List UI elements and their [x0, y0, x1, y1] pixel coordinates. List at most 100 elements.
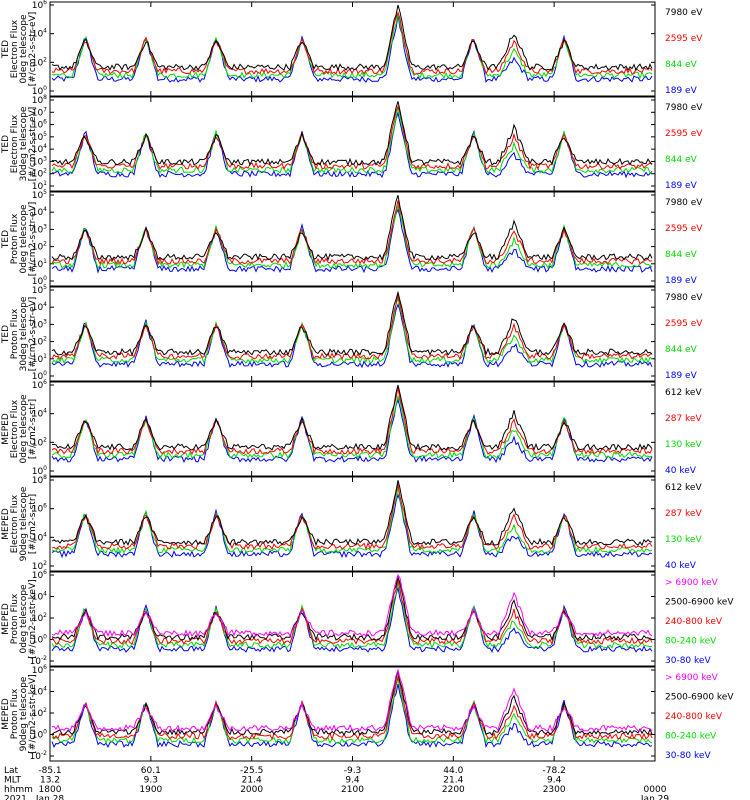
y-tick-exponent: 4	[43, 531, 47, 538]
series-trace	[51, 11, 653, 76]
y-tick-exponent: 2	[43, 168, 47, 175]
series-trace	[51, 575, 653, 642]
x-column-value: 9.3	[144, 776, 158, 786]
y-tick-exponent: -2	[41, 750, 47, 757]
y-axis-label: TEDElectron Flux30deg telescope[#/cm2-s-…	[1, 106, 38, 181]
legend-entry: 189 eV	[665, 276, 698, 286]
series-trace	[51, 683, 653, 749]
y-tick-exponent: 0	[43, 729, 47, 736]
legend-entry: 612 keV	[665, 483, 702, 493]
y-axis-label: TEDProton Flux0deg telescope[#/cm2-s-str…	[1, 202, 38, 277]
y-axis-label-line: 90deg telescope	[19, 486, 29, 561]
x-row-label: hhmm	[4, 785, 33, 795]
y-tick-exponent: 4	[43, 143, 47, 150]
y-tick-exponent: 0	[43, 634, 47, 641]
x-column-value: -78.2	[543, 766, 566, 776]
y-tick-exponent: 4	[43, 301, 47, 308]
legend-entry: > 6900 keV	[665, 578, 719, 588]
y-tick-exponent: -2	[41, 655, 47, 662]
legend-entry: 30-80 keV	[665, 751, 711, 761]
y-tick-exponent: 1	[43, 353, 47, 360]
panel-frame	[49, 286, 656, 382]
x-column-value: 1900	[139, 785, 162, 795]
y-axis-label-line: MEPED	[1, 603, 11, 635]
legend-entry: 2595 eV	[665, 224, 703, 234]
y-tick-exponent: 1	[43, 180, 47, 187]
legend-entry: 2500-6900 keV	[665, 693, 734, 703]
series-trace	[51, 4, 653, 72]
y-axis-label-line: 0deg telescope	[19, 394, 29, 464]
panel-frame	[49, 666, 656, 762]
legend-entry: 40 keV	[665, 561, 697, 571]
y-tick-exponent: 2	[43, 612, 47, 619]
legend-entry: 80-240 keV	[665, 637, 717, 647]
x-column-value: 2000	[240, 785, 263, 795]
y-axis-label-line: Electron Flux	[10, 399, 20, 458]
y-tick-exponent: 1	[43, 258, 47, 265]
series-trace	[51, 674, 653, 741]
y-axis-label-line: MEPED	[1, 698, 11, 730]
x-row-label: 2021	[4, 795, 27, 800]
legend-entry: 40 keV	[665, 466, 697, 476]
legend-entry: 2595 eV	[665, 319, 703, 329]
series-trace	[51, 493, 653, 559]
x-row-label: MLT	[4, 776, 22, 786]
y-axis-label-line: 30deg telescope	[19, 296, 29, 371]
y-axis-label-line: Electron Flux	[10, 494, 20, 553]
legend-entry: 844 eV	[665, 345, 698, 355]
y-axis-label-line: [#/cm2-s-str]	[28, 399, 38, 459]
y-axis-label-line: TED	[1, 325, 11, 344]
series-trace	[51, 668, 653, 733]
y-axis-label-line: 0deg telescope	[19, 204, 29, 274]
y-tick-exponent: 6	[43, 569, 47, 576]
y-axis-label-line: [#/cm2-s-str-eV]	[28, 107, 38, 182]
panel-frame	[49, 1, 656, 97]
y-tick-exponent: 0	[43, 85, 47, 92]
y-tick-exponent: 6	[43, 503, 47, 510]
y-tick-label: 106	[32, 503, 47, 515]
legend-entry: 2500-6900 keV	[665, 598, 734, 608]
y-tick-exponent: 5	[43, 131, 47, 138]
y-tick-exponent: 4	[43, 206, 47, 213]
x-column-value: Jan 28	[35, 795, 64, 800]
series-trace	[51, 294, 653, 361]
y-axis-label-line: [#/cm2-s-str-eV]	[28, 12, 38, 87]
legend-entry: 240-800 keV	[665, 712, 723, 722]
x-column-value: 2300	[543, 785, 566, 795]
series-trace	[51, 107, 653, 175]
x-column-value: 2200	[442, 785, 465, 795]
panel-frame	[49, 476, 656, 572]
y-tick-label: 106	[32, 379, 47, 391]
legend-entry: 80-240 keV	[665, 732, 717, 742]
y-axis-label-line: 30deg telescope	[19, 106, 29, 181]
y-axis-label-line: TED	[1, 230, 11, 249]
y-axis-label-line: 90deg telescope	[19, 676, 29, 751]
x-column-value: 60.1	[141, 766, 161, 776]
x-column-value: Jan 29	[640, 795, 669, 800]
y-tick-exponent: 8	[43, 94, 47, 101]
y-tick-exponent: 6	[43, 379, 47, 386]
legend-entry: 189 eV	[665, 86, 698, 96]
series-trace	[51, 290, 653, 357]
x-column-value: 44.0	[443, 766, 463, 776]
legend-entry: 287 keV	[665, 509, 702, 519]
y-axis-label-line: Electron Flux	[10, 114, 20, 173]
x-column-value: 2100	[341, 785, 364, 795]
y-axis-label: MEPEDProton Flux0deg telescope[#/cm2-s-s…	[1, 579, 38, 658]
series-trace	[51, 200, 653, 266]
y-axis-label: TEDProton Flux30deg telescope[#/cm2-s-st…	[1, 296, 38, 371]
y-tick-exponent: 4	[43, 591, 47, 598]
y-tick-exponent: 0	[43, 275, 47, 282]
x-column-value: 0000	[644, 785, 667, 795]
legend-entry: > 6900 keV	[665, 673, 719, 683]
y-tick-exponent: 2	[43, 707, 47, 714]
legend-entry: 844 eV	[665, 250, 698, 260]
y-tick-exponent: 7	[43, 106, 47, 113]
y-axis-label-line: MEPED	[1, 413, 11, 445]
